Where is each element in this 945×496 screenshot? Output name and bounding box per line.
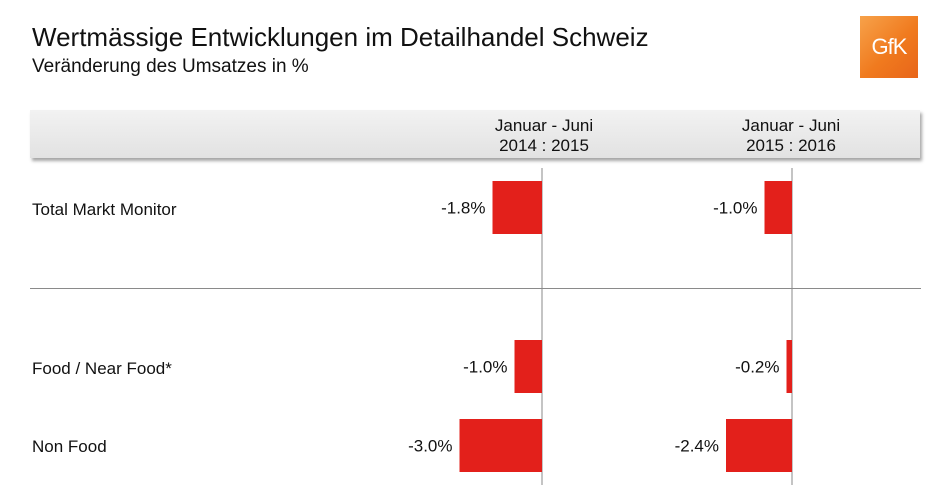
- data-label-series-1-1: -1.0%: [463, 358, 507, 377]
- column-header-band: [30, 110, 920, 158]
- row-label-food-near-food: Food / Near Food*: [32, 359, 172, 378]
- data-label-series-1-2: -3.0%: [408, 437, 452, 456]
- column-header-2: Januar - Juni 2015 : 2016: [681, 116, 901, 156]
- bar-series-2-2: [726, 419, 792, 472]
- data-label-series-1-0: -1.8%: [441, 199, 485, 218]
- bar-series-2-1: [786, 340, 792, 393]
- data-label-series-2-1: -0.2%: [735, 358, 779, 377]
- column-header-1-years: 2014 : 2015: [499, 136, 589, 155]
- bar-series-2-0: [764, 181, 792, 234]
- gfk-logo: GfK: [860, 16, 918, 78]
- row-label-non-food: Non Food: [32, 437, 107, 456]
- column-header-2-period: Januar - Juni: [741, 116, 841, 135]
- data-label-series-2-2: -2.4%: [675, 437, 719, 456]
- row-label-total-markt-monitor: Total Markt Monitor: [32, 200, 177, 219]
- chart-title: Wertmässige Entwicklungen im Detailhande…: [32, 22, 649, 52]
- chart-subtitle: Veränderung des Umsatzes in %: [32, 56, 309, 77]
- column-header-1: Januar - Juni 2014 : 2015: [434, 116, 654, 156]
- section-divider: [30, 288, 921, 289]
- data-label-series-2-0: -1.0%: [713, 199, 757, 218]
- bar-series-1-1: [514, 340, 542, 393]
- column-header-2-years: 2015 : 2016: [746, 136, 836, 155]
- bar-series-1-2: [459, 419, 542, 472]
- bar-series-1-0: [492, 181, 542, 234]
- column-header-1-period: Januar - Juni: [494, 116, 594, 135]
